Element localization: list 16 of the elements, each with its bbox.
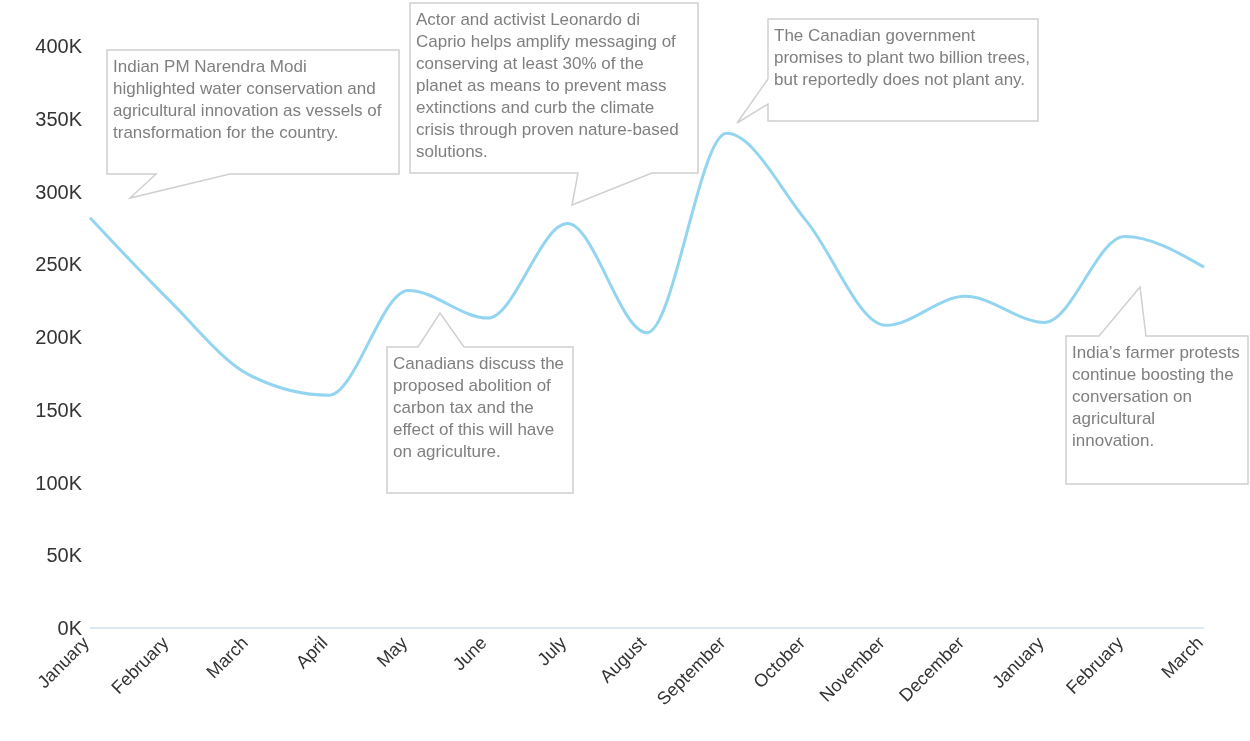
annotation: Canadians discuss the proposed abolition of carbon tax and the effect of this will have on agriculture.: [393, 353, 566, 463]
annotation: India’s farmer protests continue boosting the conversation on agricultural innovation.: [1072, 342, 1241, 452]
y-tick-label: 350K: [35, 107, 83, 130]
y-tick-label: 100K: [35, 471, 83, 494]
y-tick-label: 50K: [46, 544, 83, 567]
y-tick-label: 300K: [35, 180, 83, 203]
y-tick-label: 150K: [35, 398, 83, 421]
annotation: Indian PM Narendra Modi highlighted water conservation and agricultural innovation as vessels of transformation for the country.: [113, 56, 383, 144]
y-tick-label: 400K: [35, 35, 83, 58]
annotation: Actor and activist Leonardo di Caprio helps amplify messaging of conserving at least 30% of the planet as means to prevent mass extinctions and curb the climate crisis through proven nature-based solutions.: [416, 9, 680, 163]
annotation: The Canadian government promises to plant two billion trees, but reportedly does not plant any.: [774, 25, 1032, 91]
x-tick-label: July: [533, 632, 571, 670]
y-tick-label: 200K: [35, 326, 83, 349]
y-tick-label: 0K: [57, 617, 83, 640]
y-tick-label: 250K: [35, 253, 83, 276]
x-tick-label: May: [372, 632, 412, 671]
